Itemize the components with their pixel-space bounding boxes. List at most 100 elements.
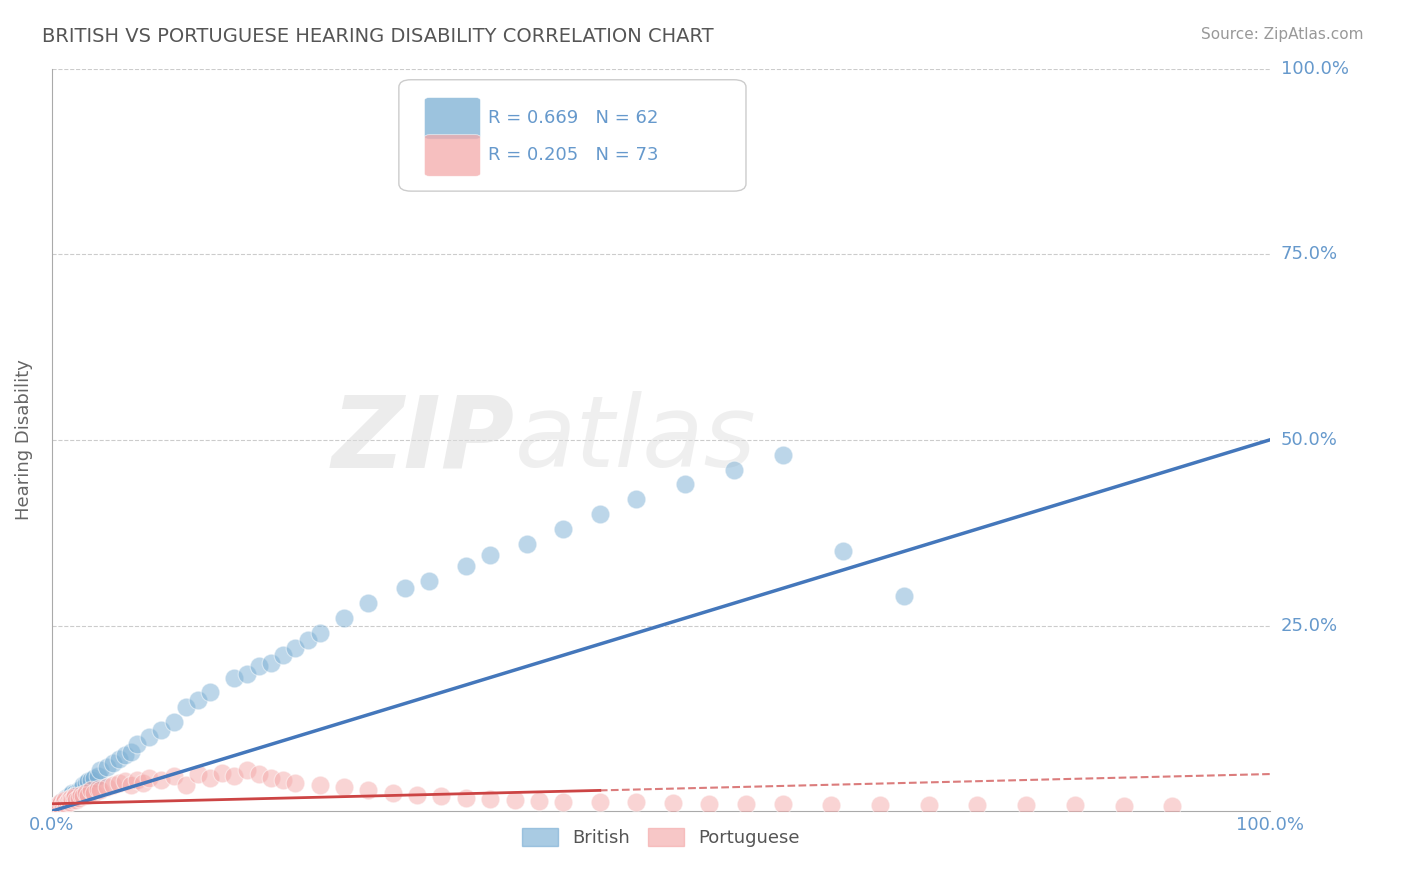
Text: BRITISH VS PORTUGUESE HEARING DISABILITY CORRELATION CHART: BRITISH VS PORTUGUESE HEARING DISABILITY… <box>42 27 714 45</box>
Point <box>89 764 111 778</box>
Point <box>224 768 246 782</box>
Point <box>83 786 105 800</box>
FancyBboxPatch shape <box>425 135 481 177</box>
Point <box>406 788 429 802</box>
Point <box>87 768 110 782</box>
Point <box>430 789 453 804</box>
Point <box>49 798 72 813</box>
Point <box>174 778 197 792</box>
Point <box>65 793 87 807</box>
Point <box>297 633 319 648</box>
Point <box>1112 799 1135 814</box>
Point <box>107 776 129 790</box>
Point <box>662 796 685 810</box>
Point <box>418 574 440 588</box>
Point <box>381 786 404 800</box>
Point <box>70 781 93 796</box>
Point <box>772 448 794 462</box>
Point <box>48 797 70 811</box>
Point <box>673 477 696 491</box>
Point <box>503 793 526 807</box>
Point <box>87 781 110 796</box>
Point <box>247 659 270 673</box>
Point <box>56 795 79 809</box>
Point <box>260 656 283 670</box>
Point <box>55 797 77 811</box>
Point <box>357 783 380 797</box>
Point <box>162 768 184 782</box>
Point <box>150 772 173 787</box>
Point <box>51 795 73 809</box>
Point <box>48 797 70 811</box>
Point <box>58 793 80 807</box>
Point <box>1161 799 1184 814</box>
Point <box>120 745 142 759</box>
Point <box>479 792 502 806</box>
Point <box>44 799 66 814</box>
Point <box>96 780 118 795</box>
Point <box>63 789 86 804</box>
Text: ZIP: ZIP <box>332 392 515 489</box>
Point <box>699 797 721 811</box>
Point <box>308 778 330 792</box>
Point <box>626 492 648 507</box>
Point <box>70 788 93 802</box>
Point <box>735 797 758 811</box>
Point <box>553 795 575 809</box>
Point <box>125 737 148 751</box>
Point <box>260 771 283 785</box>
Point <box>125 772 148 787</box>
Point <box>626 795 648 809</box>
Point <box>1063 798 1085 813</box>
Point <box>96 759 118 773</box>
Point <box>101 756 124 770</box>
Point <box>53 793 76 807</box>
Text: 25.0%: 25.0% <box>1281 616 1339 634</box>
Point <box>454 559 477 574</box>
Point <box>271 772 294 787</box>
Point <box>235 764 257 778</box>
FancyBboxPatch shape <box>399 79 747 191</box>
Text: R = 0.205   N = 73: R = 0.205 N = 73 <box>488 146 658 164</box>
Point <box>52 795 75 809</box>
Point <box>44 800 66 814</box>
Point <box>820 797 842 812</box>
Point <box>67 783 90 797</box>
Point <box>62 789 84 804</box>
Point <box>65 788 87 802</box>
Point <box>454 790 477 805</box>
Point <box>75 786 97 800</box>
Point <box>52 793 75 807</box>
Point <box>772 797 794 811</box>
Point <box>63 786 86 800</box>
Point <box>46 800 69 814</box>
Point <box>553 522 575 536</box>
Point <box>479 548 502 562</box>
Point <box>62 790 84 805</box>
Point <box>138 771 160 785</box>
Point <box>77 774 100 789</box>
Point <box>77 788 100 802</box>
Point <box>308 626 330 640</box>
Point <box>187 693 209 707</box>
Point <box>589 795 612 809</box>
Y-axis label: Hearing Disability: Hearing Disability <box>15 359 32 520</box>
Point <box>723 462 745 476</box>
Point <box>224 671 246 685</box>
Point <box>62 793 84 807</box>
Point <box>247 767 270 781</box>
Point <box>918 797 941 812</box>
Point <box>966 798 988 813</box>
Point <box>59 795 82 809</box>
Point <box>75 776 97 790</box>
Point <box>120 778 142 792</box>
Point <box>162 715 184 730</box>
Point <box>80 783 103 797</box>
Point <box>1015 798 1038 813</box>
Text: 100.0%: 100.0% <box>1281 60 1348 78</box>
Point <box>58 789 80 804</box>
Point <box>893 589 915 603</box>
Point <box>107 752 129 766</box>
Point <box>132 776 155 790</box>
Point <box>198 685 221 699</box>
